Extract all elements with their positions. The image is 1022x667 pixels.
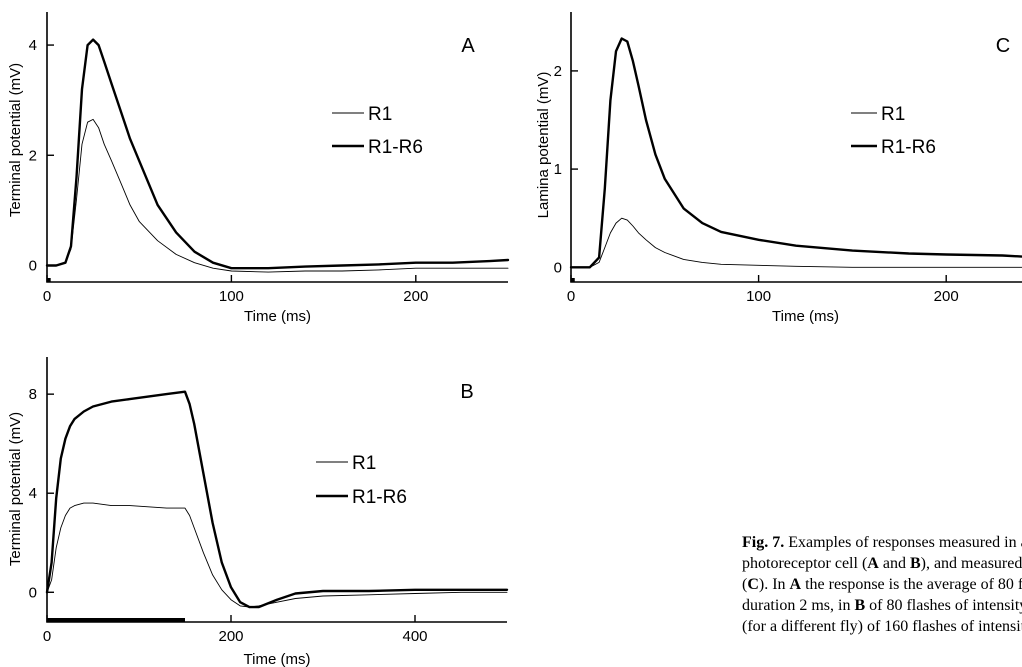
caption-line: photoreceptor cell (A and B), and measur… xyxy=(742,553,1022,574)
caption-bold-run: C xyxy=(747,576,759,593)
panel-b-series-r1-r6-line xyxy=(45,390,509,609)
caption-bold-run: A xyxy=(867,555,879,572)
panel-b-x-tick-label: 0 xyxy=(43,628,51,645)
caption-text-run: duration 2 ms, in xyxy=(742,597,855,614)
caption-text-run: and xyxy=(878,555,910,572)
caption-text-run: (for a different fly) of 160 flashes of … xyxy=(742,618,1022,635)
panel-a-x-label: Time (ms) xyxy=(244,308,311,325)
caption-text-run: ). In xyxy=(758,576,790,593)
caption-bold-run: Fig. 7. xyxy=(742,534,785,551)
panel-a-legend-r1-label: R1 xyxy=(368,104,392,125)
figure-caption: Fig. 7. Examples of responses measured i… xyxy=(742,532,1022,637)
panel-a-x-tick-label: 0 xyxy=(43,288,51,305)
panel-b-stimulus-bar xyxy=(47,618,185,622)
panel-c-x-tick-label: 100 xyxy=(746,288,771,305)
panel-a-y-label: Terminal potential (mV) xyxy=(7,63,24,217)
panel-c-axes xyxy=(570,12,1022,283)
panel-b-y-tick-label: 8 xyxy=(29,386,37,403)
panel-c-letter: C xyxy=(996,35,1010,57)
panel-a-letter: A xyxy=(461,35,475,57)
panel-b-chart: 0 200 400 0 4 8 Time (ms) Terminal potential (m… xyxy=(7,357,509,667)
caption-text-run: Examples of responses measured in an ax xyxy=(788,534,1022,551)
panel-b-legend-r1-label: R1 xyxy=(352,453,376,474)
panel-a-y-tick-label: 2 xyxy=(29,147,37,164)
panel-c-stimulus-bar xyxy=(571,278,575,282)
panel-b-series-r1-line xyxy=(46,502,508,608)
panel-b-x-tick-label: 400 xyxy=(402,628,427,645)
panel-a-y-tick-label: 4 xyxy=(29,37,37,54)
panel-c-x-label: Time (ms) xyxy=(772,308,839,325)
caption-bold-run: A xyxy=(789,576,802,593)
panel-b-y-tick-label: 4 xyxy=(29,485,37,502)
panel-a-chart: 0 100 200 0 2 4 Time (ms) Terminal potential (m… xyxy=(7,12,510,325)
panel-c-series-r1-line xyxy=(570,217,1022,268)
panel-c-series-r1-r6-line xyxy=(569,37,1022,269)
panel-c-y-tick-label: 0 xyxy=(554,259,562,276)
caption-text-run: ( xyxy=(742,576,748,593)
panel-a-x-tick-label: 100 xyxy=(219,288,244,305)
panel-a-y-tick-label: 0 xyxy=(29,257,37,274)
panel-a-axes xyxy=(46,12,508,283)
panel-c-y-label: Lamina potential (mV) xyxy=(535,72,552,219)
caption-text-run: the response is the average of 80 flashe xyxy=(805,576,1022,593)
caption-bold-run: B xyxy=(909,555,921,572)
panel-a-x-tick-label: 200 xyxy=(403,288,428,305)
panel-b-letter: B xyxy=(460,381,473,403)
caption-text-run: photoreceptor cell ( xyxy=(742,555,868,572)
panel-b-x-tick-label: 200 xyxy=(218,628,243,645)
panel-c-y-tick-label: 2 xyxy=(554,63,562,80)
panel-a-series-r1-line xyxy=(46,118,509,273)
panel-c-chart: 0 100 200 0 1 2 Time (ms) Lamina potential (mV)… xyxy=(535,12,1022,325)
caption-line: Fig. 7. Examples of responses measured i… xyxy=(742,532,1022,553)
panel-c-legend-r1-label: R1 xyxy=(881,104,905,125)
panel-c-y-tick-label: 1 xyxy=(554,161,562,178)
panel-c-x-tick-label: 200 xyxy=(934,288,959,305)
caption-bold-run: B xyxy=(854,597,866,614)
caption-text-run: ), and measured extr xyxy=(920,555,1022,572)
panel-c-x-tick-label: 0 xyxy=(567,288,575,305)
caption-line: duration 2 ms, in B of 80 flashes of int… xyxy=(742,595,1022,616)
panel-a-legend-r1-r6-label: R1-R6 xyxy=(368,137,423,158)
panel-b-axes xyxy=(46,357,507,623)
panel-c-legend-r1-r6-label: R1-R6 xyxy=(881,137,936,158)
panel-a-series-r1-r6-line xyxy=(45,38,510,270)
panel-b-y-label: Terminal potential (mV) xyxy=(7,412,24,566)
caption-line: (for a different fly) of 160 flashes of … xyxy=(742,616,1022,637)
panel-b-legend-r1-r6-label: R1-R6 xyxy=(352,487,407,508)
panel-b-x-label: Time (ms) xyxy=(244,651,311,667)
panel-b-y-tick-label: 0 xyxy=(29,584,37,601)
caption-line: (C). In A the response is the average of… xyxy=(742,574,1022,595)
panel-a-stimulus-bar xyxy=(47,278,51,282)
caption-text-run: of 80 flashes of intensity 2 ar xyxy=(869,597,1022,614)
